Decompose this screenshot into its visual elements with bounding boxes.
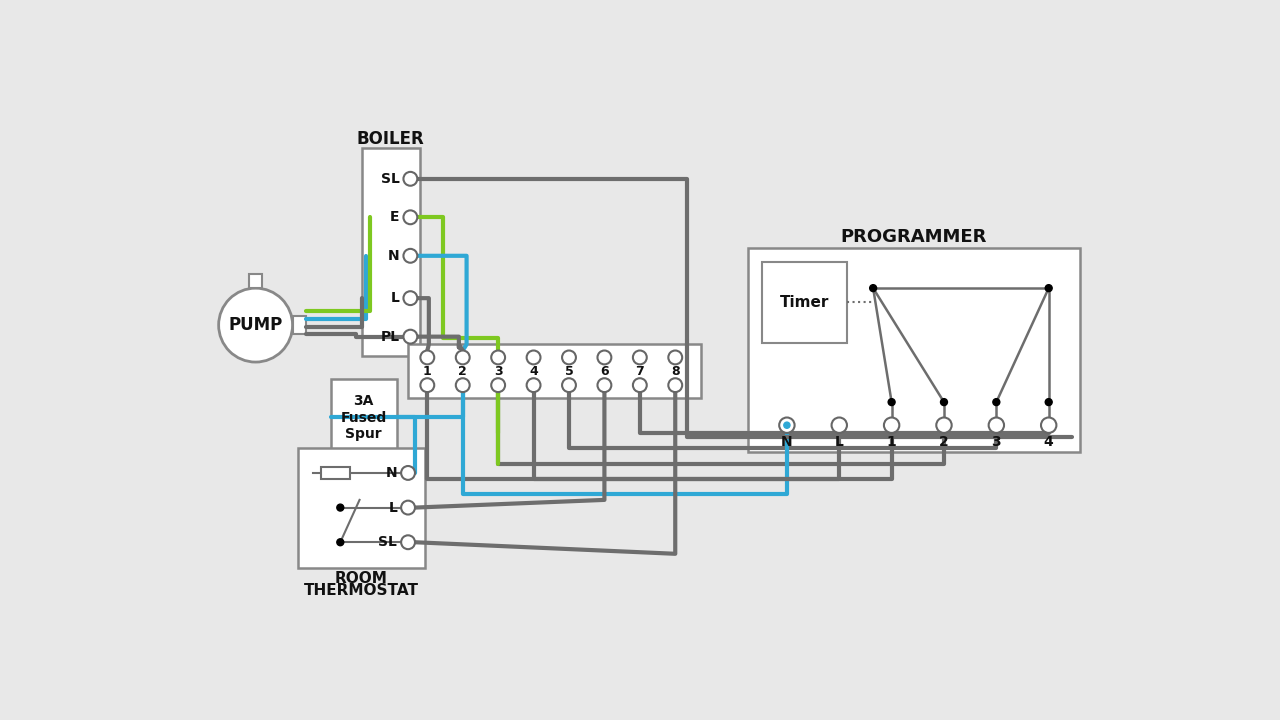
- FancyBboxPatch shape: [763, 262, 847, 343]
- Circle shape: [668, 351, 682, 364]
- Circle shape: [219, 288, 293, 362]
- Text: BOILER: BOILER: [357, 130, 425, 148]
- Circle shape: [598, 351, 612, 364]
- Text: L: L: [835, 435, 844, 449]
- Circle shape: [936, 418, 952, 433]
- Circle shape: [869, 284, 877, 292]
- Circle shape: [832, 418, 847, 433]
- Circle shape: [401, 500, 415, 515]
- Circle shape: [403, 291, 417, 305]
- Circle shape: [420, 351, 434, 364]
- Text: SL: SL: [379, 535, 397, 549]
- Text: 7: 7: [635, 365, 644, 378]
- Circle shape: [337, 504, 344, 511]
- FancyBboxPatch shape: [298, 449, 425, 567]
- Circle shape: [632, 351, 646, 364]
- Circle shape: [1046, 399, 1052, 405]
- Text: Spur: Spur: [346, 428, 383, 441]
- Text: 5: 5: [564, 365, 573, 378]
- FancyBboxPatch shape: [749, 248, 1079, 452]
- Circle shape: [526, 378, 540, 392]
- Circle shape: [598, 378, 612, 392]
- Circle shape: [403, 210, 417, 224]
- Text: E: E: [390, 210, 399, 225]
- Text: L: L: [388, 500, 397, 515]
- Text: PROGRAMMER: PROGRAMMER: [841, 228, 987, 246]
- FancyBboxPatch shape: [250, 274, 262, 288]
- Circle shape: [1046, 284, 1052, 292]
- Circle shape: [401, 466, 415, 480]
- Text: N: N: [781, 435, 792, 449]
- FancyBboxPatch shape: [408, 344, 700, 398]
- Circle shape: [420, 378, 434, 392]
- Circle shape: [562, 378, 576, 392]
- Circle shape: [562, 351, 576, 364]
- Circle shape: [993, 399, 1000, 405]
- Circle shape: [888, 399, 895, 405]
- Circle shape: [780, 418, 795, 433]
- Circle shape: [884, 418, 900, 433]
- FancyBboxPatch shape: [321, 467, 351, 479]
- Text: 3: 3: [992, 435, 1001, 449]
- Circle shape: [668, 378, 682, 392]
- FancyBboxPatch shape: [362, 148, 420, 356]
- Text: 2: 2: [458, 365, 467, 378]
- Text: PL: PL: [380, 330, 399, 343]
- Circle shape: [401, 535, 415, 549]
- Text: N: N: [388, 249, 399, 263]
- FancyBboxPatch shape: [332, 379, 397, 456]
- Text: 4: 4: [529, 365, 538, 378]
- Circle shape: [1041, 418, 1056, 433]
- Text: PUMP: PUMP: [228, 316, 283, 334]
- Circle shape: [492, 351, 506, 364]
- Text: ROOM: ROOM: [335, 571, 388, 586]
- Text: 1: 1: [887, 435, 896, 449]
- Circle shape: [632, 378, 646, 392]
- Circle shape: [526, 351, 540, 364]
- Text: 4: 4: [1043, 435, 1053, 449]
- Text: Fused: Fused: [340, 410, 387, 425]
- Circle shape: [403, 249, 417, 263]
- Text: 6: 6: [600, 365, 609, 378]
- Text: L: L: [390, 291, 399, 305]
- Text: 3A: 3A: [353, 394, 374, 408]
- Circle shape: [403, 172, 417, 186]
- Circle shape: [403, 330, 417, 343]
- Text: N: N: [385, 466, 397, 480]
- Circle shape: [456, 378, 470, 392]
- FancyBboxPatch shape: [293, 316, 306, 334]
- Text: THERMOSTAT: THERMOSTAT: [303, 583, 419, 598]
- Text: Timer: Timer: [780, 295, 829, 310]
- Text: SL: SL: [380, 172, 399, 186]
- Circle shape: [783, 422, 790, 428]
- Text: 1: 1: [422, 365, 431, 378]
- Text: 2: 2: [940, 435, 948, 449]
- Text: 3: 3: [494, 365, 503, 378]
- Circle shape: [941, 399, 947, 405]
- Circle shape: [337, 539, 344, 546]
- Circle shape: [988, 418, 1004, 433]
- Circle shape: [456, 351, 470, 364]
- Text: 8: 8: [671, 365, 680, 378]
- Circle shape: [492, 378, 506, 392]
